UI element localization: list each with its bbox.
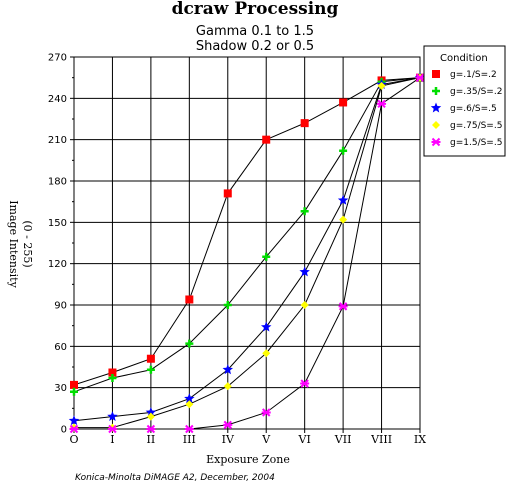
series-line-5 bbox=[74, 77, 421, 430]
data-point-s1-1 bbox=[108, 368, 117, 377]
data-point-s2-0 bbox=[70, 387, 78, 396]
series-3 bbox=[68, 72, 426, 426]
data-point-s3-3 bbox=[184, 393, 195, 404]
data-point-s2-5 bbox=[262, 252, 271, 261]
series-line-2 bbox=[73, 77, 421, 393]
legend-marker-1 bbox=[432, 70, 440, 78]
data-point-s5-0 bbox=[69, 424, 79, 434]
data-point-s5-4 bbox=[223, 420, 233, 430]
legend-marker-2 bbox=[432, 87, 440, 95]
data-point-s4-7 bbox=[339, 215, 348, 224]
x-tick-label: II bbox=[147, 433, 156, 446]
y-tick-label: 30 bbox=[54, 383, 67, 394]
data-point-s3-7 bbox=[337, 194, 349, 205]
data-point-s4-4 bbox=[223, 382, 232, 391]
series-line-1 bbox=[73, 77, 421, 386]
plot-frame bbox=[73, 56, 421, 430]
y-axis-label: Image Intensity (0 - 255) bbox=[7, 200, 34, 288]
legend-marker-4 bbox=[432, 121, 440, 129]
legend-marker-5 bbox=[431, 137, 441, 147]
data-point-s5-9 bbox=[415, 73, 425, 82]
x-tick-label: I bbox=[110, 433, 114, 446]
x-tick-label: VIII bbox=[370, 433, 392, 446]
x-tick-label: O bbox=[69, 433, 78, 446]
x-tick-label: IX bbox=[414, 433, 426, 446]
data-point-s4-8 bbox=[377, 81, 386, 90]
data-point-s5-7 bbox=[338, 302, 348, 311]
legend-marker-3 bbox=[430, 102, 442, 113]
data-point-s2-3 bbox=[185, 339, 194, 348]
y-axis-ticks: 0 30 60 90 120 150 180 210 240 270 bbox=[48, 53, 74, 436]
legend-label-1: g=.1/S=.2 bbox=[450, 70, 497, 80]
y-tick-label: 150 bbox=[48, 218, 67, 229]
data-point-s2-2 bbox=[146, 365, 155, 374]
data-point-s1-0 bbox=[70, 380, 78, 389]
y-tick-label: 180 bbox=[48, 177, 67, 188]
data-point-s1-5 bbox=[262, 135, 271, 144]
legend-box bbox=[423, 45, 506, 157]
series-4 bbox=[70, 73, 424, 432]
chart-footer: Konica-Minolta DiMAGE A2, December, 2004 bbox=[75, 473, 275, 483]
x-axis-ticks: O I II III IV V VI VII VIII IX bbox=[69, 429, 426, 446]
data-point-s4-6 bbox=[300, 301, 309, 309]
data-point-s5-1 bbox=[107, 424, 117, 434]
data-point-s5-3 bbox=[184, 424, 194, 434]
y-tick-label: 60 bbox=[54, 342, 67, 353]
x-tick-label: IV bbox=[222, 433, 235, 446]
x-tick-label: VII bbox=[334, 433, 352, 446]
y-axis-label-line-1: Image Intensity bbox=[7, 200, 20, 288]
chart-title: dcraw Processing bbox=[172, 0, 339, 19]
data-point-s3-2 bbox=[145, 406, 157, 417]
data-point-s3-4 bbox=[222, 364, 234, 375]
y-tick-label: 210 bbox=[48, 135, 67, 146]
data-point-s5-6 bbox=[300, 379, 310, 388]
y-tick-label: 90 bbox=[54, 301, 67, 312]
data-point-s1-2 bbox=[146, 354, 155, 363]
data-point-s4-5 bbox=[262, 349, 271, 358]
legend: Condition g=.1/S=.2g=.35/S=.2g=.6/S=.5g=… bbox=[423, 45, 506, 157]
data-point-s3-5 bbox=[260, 321, 272, 332]
data-point-s1-7 bbox=[339, 98, 348, 107]
data-point-s2-4 bbox=[223, 301, 232, 309]
data-point-s1-6 bbox=[300, 119, 309, 128]
y-tick-label: 270 bbox=[48, 53, 67, 64]
legend-items: g=.1/S=.2 g=.35/S=.2 g=.6/S=.5 g=.75/S=.5 g=… bbox=[430, 70, 502, 148]
data-point-s2-1 bbox=[108, 374, 117, 383]
series-group bbox=[68, 72, 426, 434]
legend-label-2: g=.35/S=.2 bbox=[450, 87, 502, 97]
x-axis-label: Exposure Zone bbox=[206, 453, 290, 466]
data-point-s5-8 bbox=[377, 99, 387, 109]
data-point-s3-1 bbox=[107, 411, 118, 422]
x-tick-label: VI bbox=[298, 433, 311, 446]
data-point-s5-5 bbox=[261, 408, 271, 417]
data-point-s4-2 bbox=[146, 412, 155, 421]
x-tick-label: V bbox=[261, 433, 271, 446]
data-point-s3-0 bbox=[68, 415, 80, 426]
data-point-s1-4 bbox=[223, 189, 232, 198]
legend-label-5: g=1.5/S=.5 bbox=[450, 138, 502, 148]
chart-subtitle-line-2: Shadow 0.2 or 0.5 bbox=[196, 39, 314, 54]
chart-subtitle-line-1: Gamma 0.1 to 1.5 bbox=[196, 24, 314, 39]
data-point-s2-6 bbox=[300, 207, 309, 216]
data-point-s4-3 bbox=[185, 400, 194, 409]
series-5 bbox=[69, 73, 425, 434]
data-point-s3-6 bbox=[299, 266, 310, 277]
x-tick-label: III bbox=[183, 433, 196, 446]
y-tick-label: 0 bbox=[61, 425, 67, 436]
legend-label-3: g=.6/S=.5 bbox=[450, 104, 497, 114]
series-line-3 bbox=[73, 77, 421, 422]
y-axis-label-line-2: (0 - 255) bbox=[21, 220, 34, 267]
data-point-s5-2 bbox=[146, 424, 156, 434]
data-point-s2-7 bbox=[339, 146, 348, 155]
data-point-s1-3 bbox=[185, 295, 194, 304]
grid bbox=[73, 56, 421, 430]
series-1 bbox=[70, 73, 424, 389]
series-line-4 bbox=[74, 77, 421, 429]
legend-label-4: g=.75/S=.5 bbox=[450, 121, 502, 131]
y-tick-label: 120 bbox=[48, 259, 67, 270]
legend-title: Condition bbox=[440, 53, 488, 64]
y-tick-label: 240 bbox=[48, 94, 67, 105]
